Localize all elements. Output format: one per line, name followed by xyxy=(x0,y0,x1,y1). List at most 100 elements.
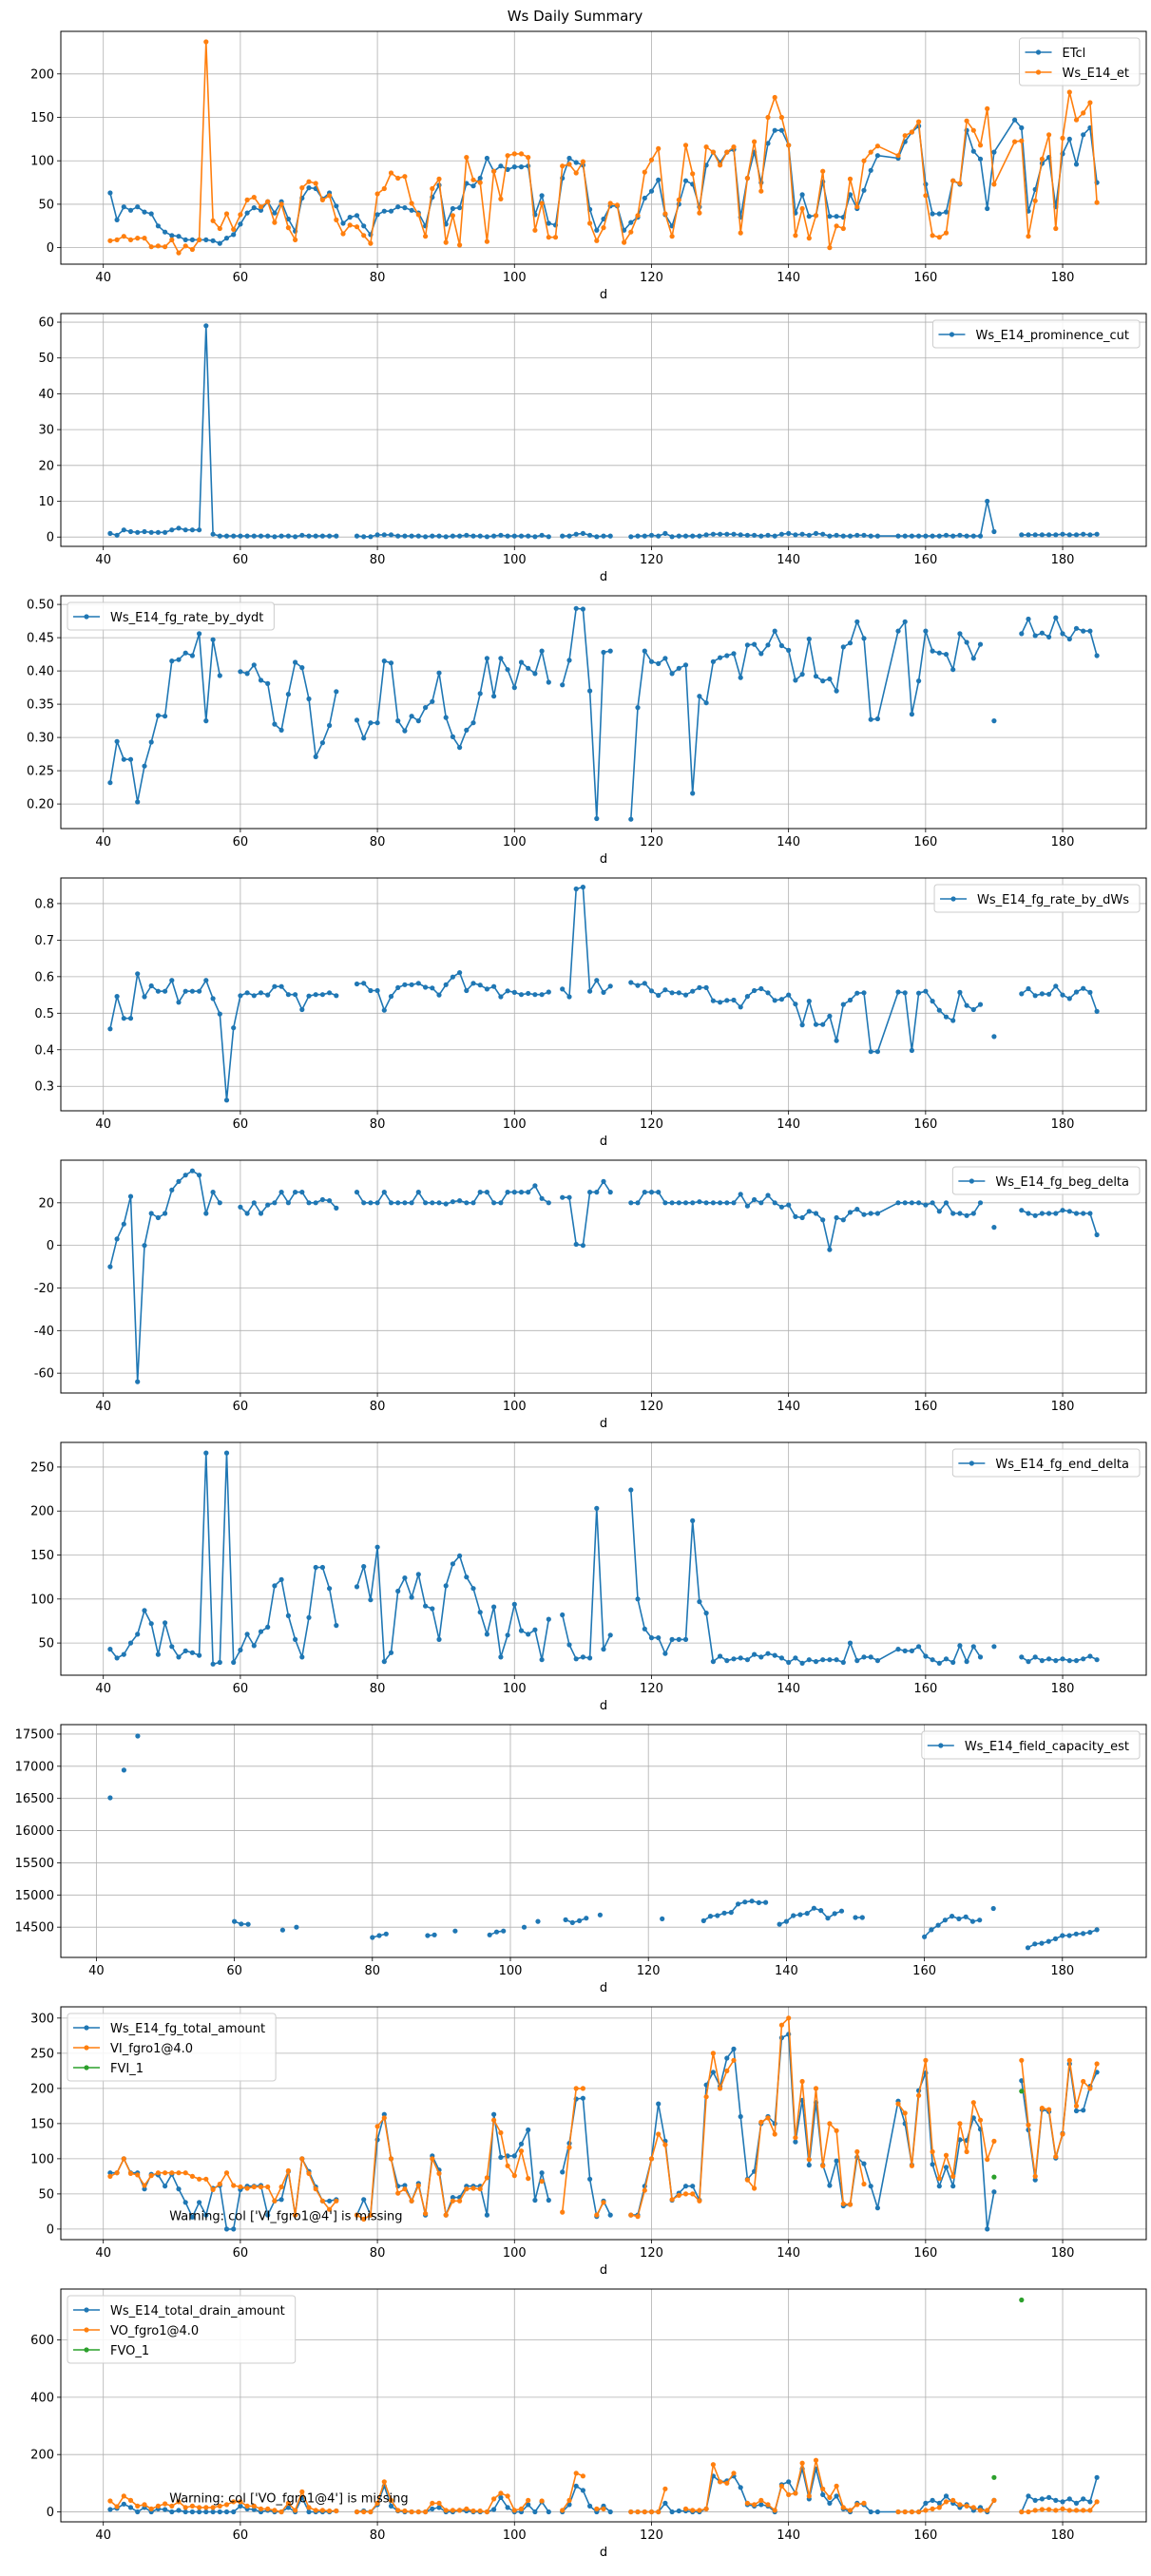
data-point xyxy=(155,2503,161,2509)
data-point xyxy=(662,2142,668,2147)
data-point xyxy=(498,196,504,201)
data-point xyxy=(395,533,401,539)
legend-handle-marker xyxy=(84,2045,89,2051)
data-point xyxy=(251,205,257,211)
data-point xyxy=(1039,1658,1045,1664)
data-point xyxy=(868,1654,873,1660)
data-point xyxy=(477,2186,483,2192)
data-point xyxy=(573,1656,579,1662)
data-point xyxy=(1081,132,1086,138)
data-point xyxy=(470,1200,476,1206)
x-tick-label: 40 xyxy=(95,2528,111,2543)
data-point xyxy=(601,649,606,656)
data-point xyxy=(642,981,647,986)
data-point xyxy=(820,1021,826,1027)
data-point xyxy=(1019,138,1025,143)
data-point xyxy=(1081,2078,1086,2085)
data-point xyxy=(327,2508,333,2514)
data-point xyxy=(505,2163,510,2168)
data-point xyxy=(402,2508,408,2514)
data-point xyxy=(669,534,675,540)
data-point xyxy=(601,1178,606,1184)
data-point xyxy=(710,2070,717,2075)
data-point xyxy=(354,213,360,219)
y-tick-label: 0.20 xyxy=(27,798,54,812)
x-tick-label: 60 xyxy=(233,2528,249,2543)
data-point xyxy=(786,2491,792,2497)
data-point xyxy=(1019,2509,1025,2515)
data-point xyxy=(265,199,271,204)
data-point xyxy=(936,2184,942,2189)
series-line-Ws_E14_fg_rate_by_dWs xyxy=(109,973,337,1101)
data-point xyxy=(327,1198,333,1204)
data-point xyxy=(361,2197,367,2203)
data-point xyxy=(936,1660,942,1666)
data-point xyxy=(662,2486,668,2491)
data-point xyxy=(148,739,154,745)
data-point xyxy=(840,2201,846,2206)
data-point xyxy=(265,533,271,539)
data-point xyxy=(1081,531,1086,537)
data-point xyxy=(868,1049,873,1055)
y-tick-label: 0.3 xyxy=(34,1080,54,1095)
x-tick-label: 120 xyxy=(640,835,663,849)
data-point xyxy=(477,2508,483,2514)
data-point xyxy=(251,662,257,668)
data-point xyxy=(731,2046,737,2051)
axes-frame xyxy=(60,1441,1147,1676)
data-point xyxy=(361,534,367,540)
data-point xyxy=(1039,1211,1045,1216)
data-point xyxy=(526,1190,531,1195)
data-point xyxy=(786,992,792,998)
data-point xyxy=(731,997,737,1003)
data-point xyxy=(155,1214,161,1221)
data-point xyxy=(991,2189,997,2195)
data-point xyxy=(457,1553,463,1558)
data-point xyxy=(477,533,483,539)
data-point xyxy=(676,665,681,671)
data-point xyxy=(969,1918,975,1924)
data-point xyxy=(1060,1208,1065,1213)
y-tick-label: 400 xyxy=(30,2391,54,2405)
x-tick-label: 160 xyxy=(912,1964,936,1978)
data-point xyxy=(306,993,312,999)
data-point xyxy=(425,1933,431,1938)
data-point xyxy=(560,2508,566,2513)
data-point xyxy=(107,530,113,537)
data-point xyxy=(656,145,662,151)
data-point xyxy=(210,996,216,1002)
data-point xyxy=(217,240,222,246)
data-point xyxy=(874,1049,881,1055)
data-point xyxy=(635,1596,641,1602)
data-point xyxy=(628,229,634,235)
data-point xyxy=(601,533,606,539)
data-point xyxy=(930,211,935,217)
data-point xyxy=(738,1192,743,1197)
data-point xyxy=(155,1651,161,1657)
data-point xyxy=(840,225,846,232)
data-point xyxy=(778,997,785,1002)
data-point xyxy=(518,659,525,665)
data-point xyxy=(518,2148,525,2154)
data-point xyxy=(464,727,470,734)
data-point xyxy=(758,985,764,992)
data-point xyxy=(121,1651,126,1657)
data-point xyxy=(368,1597,374,1603)
data-point xyxy=(669,2509,675,2515)
data-point xyxy=(278,983,284,989)
data-point xyxy=(217,1200,222,1206)
data-point xyxy=(1039,2106,1045,2111)
data-point xyxy=(594,238,600,243)
data-point xyxy=(1060,1656,1065,1662)
data-point xyxy=(909,1047,915,1054)
data-point xyxy=(765,1193,771,1198)
data-point xyxy=(838,1908,845,1914)
data-point xyxy=(580,1243,586,1249)
data-point xyxy=(484,1631,489,1637)
data-point xyxy=(127,2505,134,2510)
data-point xyxy=(223,1097,230,1103)
data-point xyxy=(457,533,463,539)
data-point xyxy=(909,1648,915,1653)
data-point xyxy=(470,2508,476,2514)
data-point xyxy=(361,735,367,741)
